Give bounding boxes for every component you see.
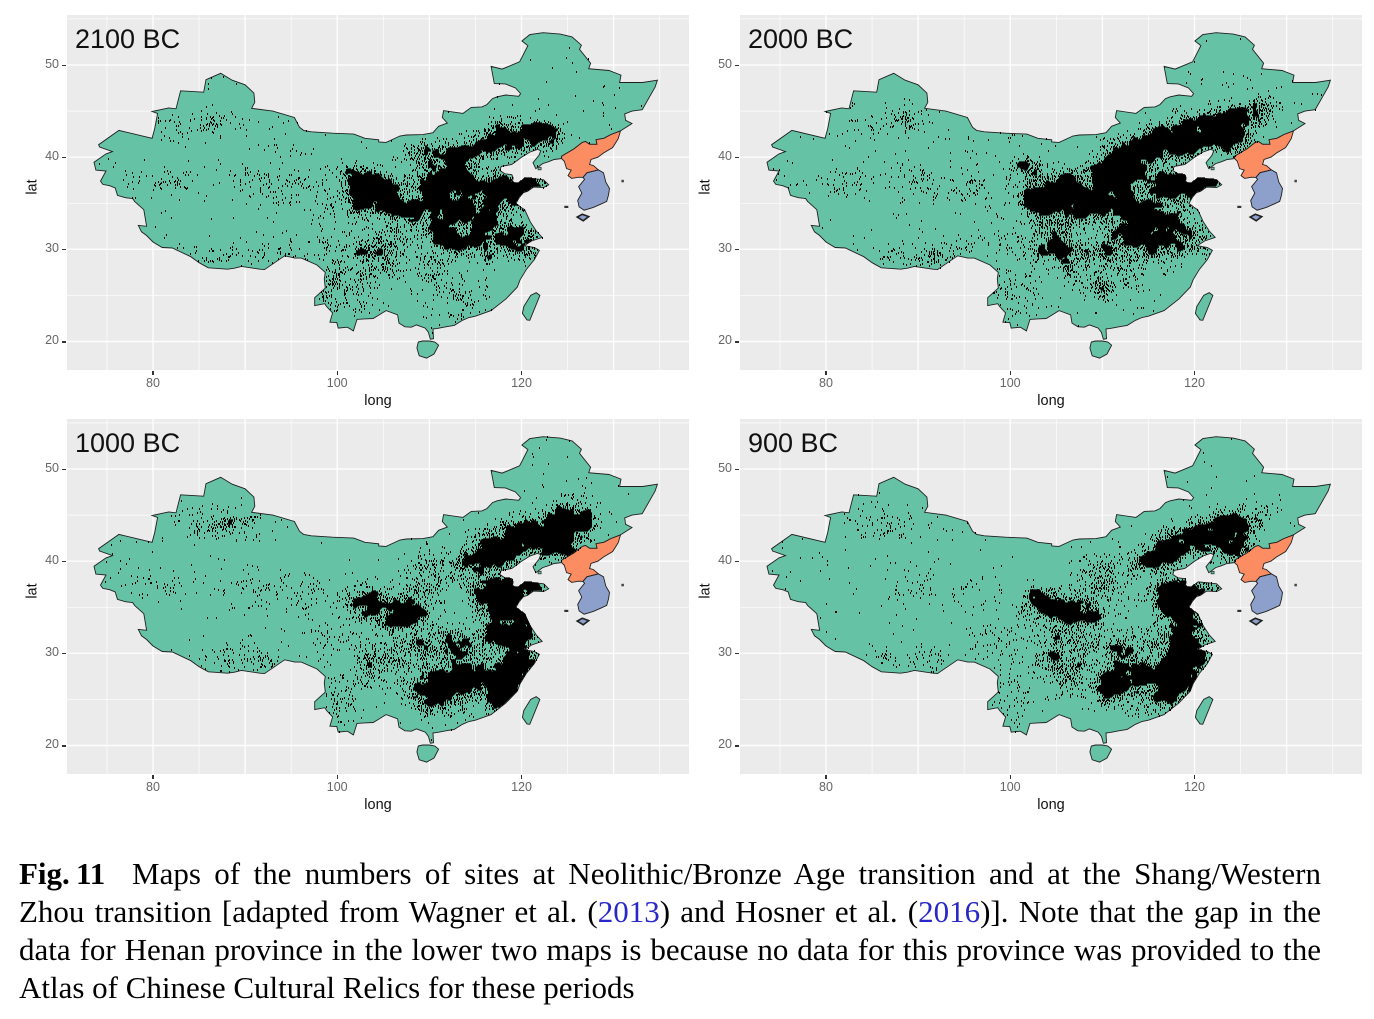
svg-text:2100 BC: 2100 BC — [75, 24, 180, 54]
svg-text:900 BC: 900 BC — [748, 428, 838, 458]
svg-text:2000 BC: 2000 BC — [748, 24, 853, 54]
svg-text:1000 BC: 1000 BC — [75, 428, 180, 458]
